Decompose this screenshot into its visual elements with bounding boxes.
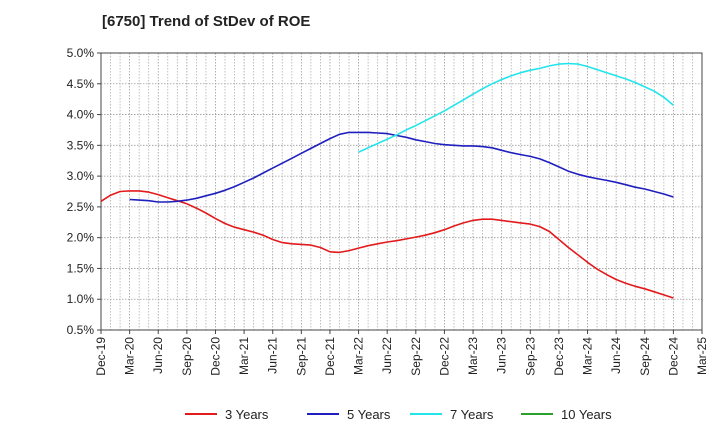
chart-title: [6750] Trend of StDev of ROE [102, 13, 311, 30]
x-tick-label: Mar-25 [695, 337, 709, 375]
legend-item-5-years: 5 Years [307, 407, 391, 422]
legend-item-3-years: 3 Years [185, 407, 269, 422]
series-line-3-years [100, 190, 674, 299]
x-tick-label: Jun-23 [495, 337, 509, 374]
y-tick-label: 1.5% [67, 261, 95, 275]
x-tick-label: Mar-22 [352, 337, 366, 375]
x-tick-label: Jun-22 [380, 337, 394, 374]
y-tick-label: 0.5% [67, 323, 95, 337]
y-tick-label: 2.0% [67, 231, 95, 245]
y-tick-label: 3.5% [67, 138, 95, 152]
legend-item-10-years: 10 Years [521, 407, 612, 422]
legend-label: 10 Years [561, 407, 612, 422]
x-tick-label: Jun-21 [266, 337, 280, 374]
x-tick-label: Mar-24 [581, 337, 595, 375]
x-tick-label: Jun-20 [151, 337, 165, 374]
x-tick-label: Sep-23 [523, 337, 537, 376]
series-line-5-years [129, 131, 674, 203]
x-tick-label: Sep-24 [638, 337, 652, 376]
x-tick-label: Sep-21 [294, 337, 308, 376]
x-tick-label: Mar-20 [123, 337, 137, 375]
x-tick-label: Sep-22 [409, 337, 423, 376]
x-tick-label: Sep-20 [180, 337, 194, 376]
series-line-7-years [358, 62, 674, 153]
x-tick-label: Jun-24 [609, 337, 623, 374]
x-tick-label: Dec-19 [94, 337, 108, 376]
x-tick-label: Dec-23 [552, 337, 566, 376]
y-tick-label: 5.0% [67, 46, 95, 60]
legend-item-7-years: 7 Years [410, 407, 494, 422]
y-tick-label: 1.0% [67, 292, 95, 306]
y-tick-label: 3.0% [67, 169, 95, 183]
y-tick-label: 4.0% [67, 108, 95, 122]
legend-label: 5 Years [347, 407, 391, 422]
plot-frame [100, 52, 703, 331]
legend-label: 7 Years [450, 407, 494, 422]
x-tick-label: Mar-23 [466, 337, 480, 375]
x-tick-label: Dec-20 [208, 337, 222, 376]
y-tick-label: 2.5% [67, 200, 95, 214]
legend-label: 3 Years [225, 407, 269, 422]
x-tick-label: Dec-22 [437, 337, 451, 376]
x-tick-label: Dec-21 [323, 337, 337, 376]
y-tick-label: 4.5% [67, 77, 95, 91]
x-tick-label: Dec-24 [666, 337, 680, 376]
x-tick-label: Mar-21 [237, 337, 251, 375]
plot-area [101, 53, 702, 330]
